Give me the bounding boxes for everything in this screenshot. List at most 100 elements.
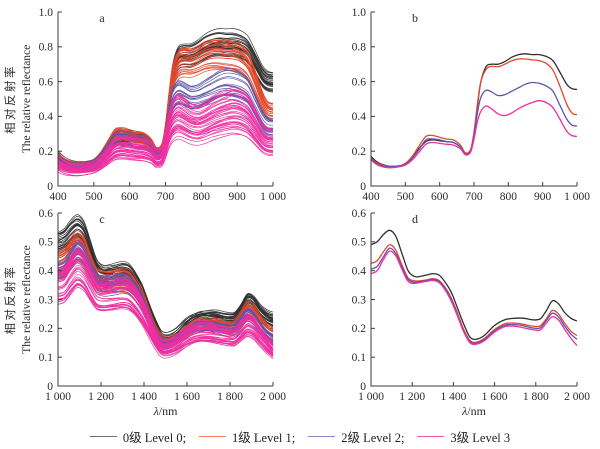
spectrum-line-c-level3: [58, 251, 274, 347]
spectrum-line-a-level3: [58, 118, 274, 172]
y-tick-label: 0.6: [352, 76, 367, 88]
panel-c-axes: [57, 212, 274, 387]
y-tick-label: 0.2: [352, 146, 367, 158]
x-tick-label: 700: [157, 191, 175, 203]
y-tick-label: 0.6: [352, 208, 367, 220]
y-axis-title-en: The relative reflectance: [21, 245, 33, 354]
x-tick-label: 1 000: [358, 391, 384, 403]
y-tick-label: 0.5: [352, 237, 367, 249]
x-tick-label: 800: [500, 191, 518, 203]
y-tick-label: 0.1: [39, 352, 54, 364]
panel-c-letter: c: [99, 212, 104, 226]
spectrum-line-c-level3: [58, 266, 274, 351]
panel-d-tick-labels: 0 0.1 0.2 0.3 0.4 0.5 0.6 1 000 1 200 1 400 1 600 1…: [352, 208, 591, 403]
spectrum-line-a-level3: [58, 90, 274, 165]
panel-a-curves: [58, 28, 274, 177]
mean-spectrum-b-level0: [371, 53, 578, 167]
y-tick-label: 0.3: [352, 294, 367, 306]
x-tick-label: 1 400: [131, 391, 157, 403]
legend-item-level-1: 1级 Level 1;: [199, 427, 295, 446]
mean-spectrum-d-level1: [371, 244, 578, 344]
x-tick-label: 2 000: [564, 391, 590, 403]
x-tick-label: 1 000: [45, 391, 71, 403]
legend-label-level-3: 3级 Level 3: [450, 431, 511, 445]
x-tick-label: 500: [397, 191, 415, 203]
x-tick-label: 700: [465, 191, 483, 203]
legend-item-level-0: 0级 Level 0;: [89, 427, 187, 446]
spectrum-line-c-level0: [58, 224, 274, 336]
spectrum-line-a-level3: [58, 95, 274, 169]
x-tick-label: 600: [431, 191, 449, 203]
y-tick-label: 0.2: [39, 146, 54, 158]
spectrum-line-a-level3: [58, 122, 274, 174]
panel-d-curves: [371, 229, 578, 347]
x-tick-label: 400: [49, 191, 67, 203]
y-tick-label: 0.3: [39, 294, 54, 306]
x-tick-label: 1 200: [399, 391, 425, 403]
y-tick-label: 0.8: [39, 42, 54, 54]
spectrum-line-c-level3: [58, 279, 274, 353]
mean-spectrum-d-level3: [371, 250, 578, 347]
x-tick-label: 1 000: [564, 191, 590, 203]
spectrum-line-a-level3: [58, 115, 274, 171]
legend-line-swatch-level-1: [199, 436, 227, 437]
spectrum-line-a-level3: [58, 132, 274, 174]
x-tick-label: 900: [534, 191, 552, 203]
spectrum-line-c-level1: [58, 233, 274, 337]
spectrum-line-a-level3: [58, 133, 274, 177]
mean-spectrum-b-level1: [371, 58, 578, 167]
legend-label-level-0: 0级 Level 0;: [122, 431, 187, 445]
panel-b-curves: [371, 53, 578, 169]
y-tick-label: 0.4: [39, 111, 54, 123]
y-tick-label: 0.4: [39, 265, 54, 277]
spectrum-line-a-level3: [58, 108, 274, 169]
x-axis-title-d: λ/nm: [461, 404, 487, 418]
panel-c-tick-labels: 0 0.1 0.2 0.3 0.4 0.5 0.6 1 000 1 200 1 400 1 600 1…: [39, 208, 287, 403]
panel-b-axes: [370, 11, 578, 187]
legend-line-swatch-level-2: [308, 436, 336, 437]
y-axis-title-cn: 相对反射率: [3, 265, 17, 335]
mean-spectrum-d-level0: [371, 229, 578, 341]
y-axis-title-row2: 相对反射率 The relative reflectance: [3, 245, 33, 354]
y-tick-label: 1.0: [39, 7, 54, 19]
x-tick-label: 1 400: [440, 391, 466, 403]
mean-spectrum-b-level3: [371, 100, 578, 169]
y-tick-label: 0.8: [352, 42, 367, 54]
x-tick-label: 1 800: [523, 391, 549, 403]
y-tick-label: 0: [47, 381, 53, 393]
y-tick-label: 0: [360, 181, 366, 193]
y-tick-label: 0.6: [39, 208, 54, 220]
spectrum-line-a-level3: [58, 112, 274, 169]
legend-label-level-1: 1级 Level 1;: [232, 431, 296, 445]
legend-label-level-2: 2级 Level 2;: [341, 431, 405, 445]
x-axis-title-c: λ/nm: [153, 404, 179, 418]
y-tick-label: 0.4: [352, 265, 367, 277]
x-tick-label: 1 000: [260, 191, 286, 203]
x-tick-label: 500: [85, 191, 103, 203]
x-tick-label: 1 200: [88, 391, 114, 403]
panel-a-tick-labels: 0 0.2 0.4 0.6 0.8 1.0 400 500 600 700 800 900 1 000: [39, 7, 287, 203]
y-tick-label: 0: [360, 381, 366, 393]
x-tick-label: 400: [362, 191, 380, 203]
spectrum-line-a-level3: [58, 86, 274, 166]
y-axis-title-cn: 相对反射率: [3, 64, 17, 134]
x-tick-label: 1 800: [217, 391, 243, 403]
mean-spectrum-d-level2: [371, 247, 578, 345]
panel-c-curves: [58, 214, 274, 359]
panel-a-letter: a: [99, 11, 105, 25]
y-tick-label: 0.4: [352, 111, 367, 123]
legend-line-swatch-level-0: [89, 436, 117, 437]
y-tick-label: 0.2: [352, 323, 367, 335]
legend-item-level-3: 3级 Level 3: [417, 427, 510, 446]
y-tick-label: 0: [47, 181, 53, 193]
panel-d-letter: d: [412, 212, 418, 226]
spectrum-line-a-level2: [58, 70, 274, 166]
panel-b-letter: b: [412, 11, 418, 25]
spectrum-line-c-level3: [58, 247, 274, 347]
y-tick-label: 0.1: [352, 352, 367, 364]
spectrum-line-a-level3: [58, 126, 274, 174]
panel-d-axes: [370, 212, 578, 387]
panel-a-axes: [57, 11, 274, 187]
legend-item-level-2: 2级 Level 2;: [308, 427, 404, 446]
